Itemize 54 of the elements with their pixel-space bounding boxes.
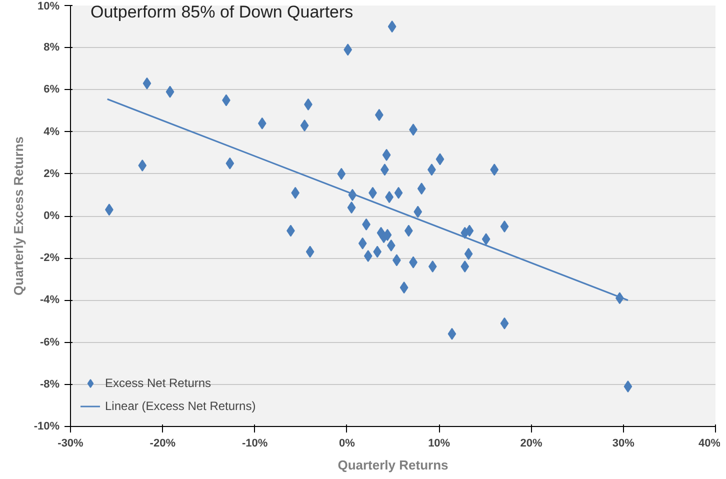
y-tick-label: -6%	[40, 336, 60, 348]
point	[428, 260, 437, 273]
point	[388, 20, 396, 33]
point	[482, 233, 490, 246]
x-tick-label: 10%	[428, 438, 450, 450]
point	[226, 157, 234, 170]
y-tick-label: 8%	[44, 42, 60, 54]
point	[464, 248, 473, 260]
x-tick-label: 20%	[520, 438, 542, 450]
point	[490, 164, 499, 176]
y-axis-title: Quarterly Excess Returns	[10, 136, 26, 296]
y-tick-label: 6%	[44, 84, 60, 96]
point	[347, 202, 356, 214]
y-tick-label: 10%	[37, 0, 60, 12]
point	[448, 328, 456, 340]
point	[500, 220, 509, 233]
point	[142, 77, 152, 90]
point	[386, 239, 396, 252]
point	[337, 168, 346, 180]
point	[258, 117, 266, 130]
point	[460, 260, 470, 273]
point	[465, 224, 474, 237]
point	[500, 317, 509, 330]
legend-label: Linear (Excess Net Returns)	[105, 399, 256, 413]
point	[306, 246, 314, 258]
x-tick-label: -30%	[58, 438, 84, 450]
point	[138, 159, 147, 172]
point	[624, 380, 632, 393]
point	[382, 148, 391, 161]
point	[364, 250, 372, 262]
point	[400, 282, 408, 294]
y-tick-label: 2%	[44, 168, 60, 180]
legend-label: Excess Net Returns	[105, 376, 212, 390]
y-tick-label: -4%	[40, 294, 60, 306]
point	[394, 186, 403, 199]
y-tick-label: -8%	[40, 378, 60, 390]
x-tick-label: -20%	[150, 438, 176, 450]
x-tick-label: 0%	[338, 438, 356, 450]
y-tick-label: 0%	[44, 210, 60, 222]
point	[300, 119, 309, 132]
point	[436, 153, 444, 166]
y-tick-label: 4%	[44, 126, 60, 138]
x-tick-label: -10%	[242, 438, 268, 450]
point	[358, 237, 367, 250]
point	[414, 206, 422, 218]
chart-title: Outperform 85% of Down Quarters	[90, 2, 354, 22]
point	[166, 86, 174, 98]
y-tick-label: -10%	[34, 420, 60, 432]
point	[344, 44, 352, 56]
point	[417, 182, 426, 195]
x-axis-title: Quarterly Returns	[338, 458, 448, 472]
x-tick-label: 30%	[612, 438, 635, 450]
y-tick-label: -2%	[40, 252, 60, 264]
x-tick-label: 40%	[698, 438, 721, 450]
